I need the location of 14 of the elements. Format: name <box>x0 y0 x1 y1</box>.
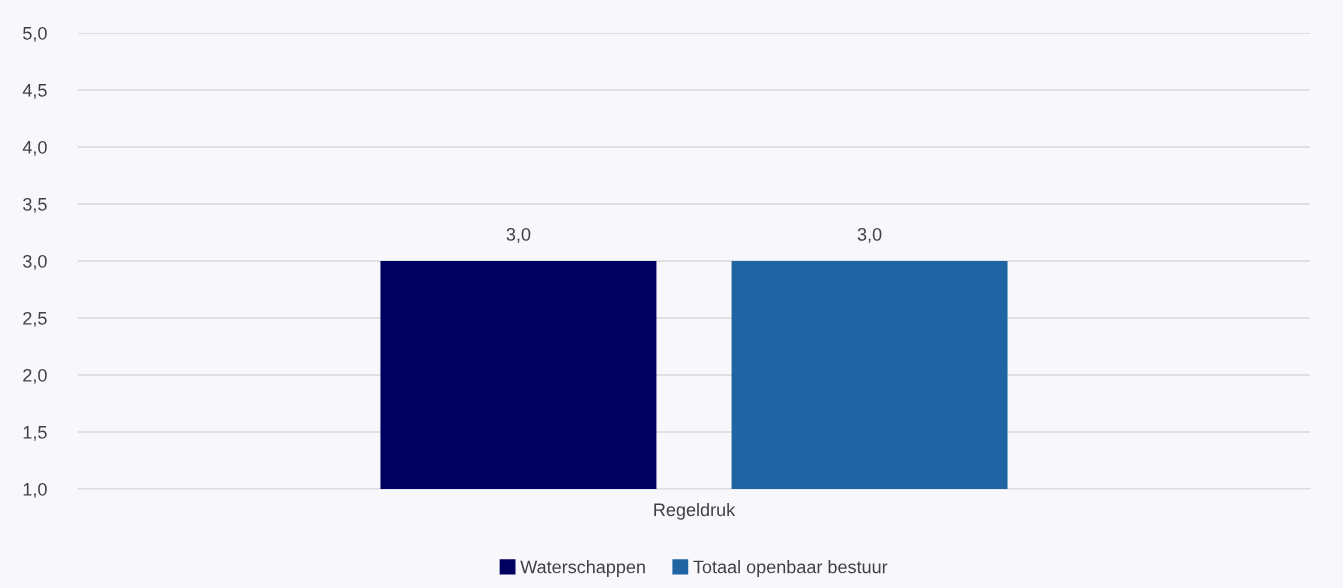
y-tick-label: 3,5 <box>23 197 47 213</box>
y-tick-label: 4,5 <box>22 84 47 99</box>
y-tick-label: 5,0 <box>23 26 47 42</box>
x-tick-label: Regeldruk <box>654 502 736 520</box>
y-tick-label: 1,0 <box>23 482 47 498</box>
y-tick-label: 1,5 <box>23 426 47 441</box>
y-tick-label: 2,0 <box>23 368 47 384</box>
legend-label: Waterschappen <box>520 560 645 577</box>
y-tick-label: 4,0 <box>22 140 47 156</box>
data-label: 3,0 <box>506 227 531 243</box>
legend-label: Totaal openbaar bestuur <box>693 560 888 577</box>
y-tick-label: 2,5 <box>23 311 47 327</box>
y-tick-label: 3,0 <box>23 254 47 270</box>
data-label: 3,0 <box>857 227 882 243</box>
